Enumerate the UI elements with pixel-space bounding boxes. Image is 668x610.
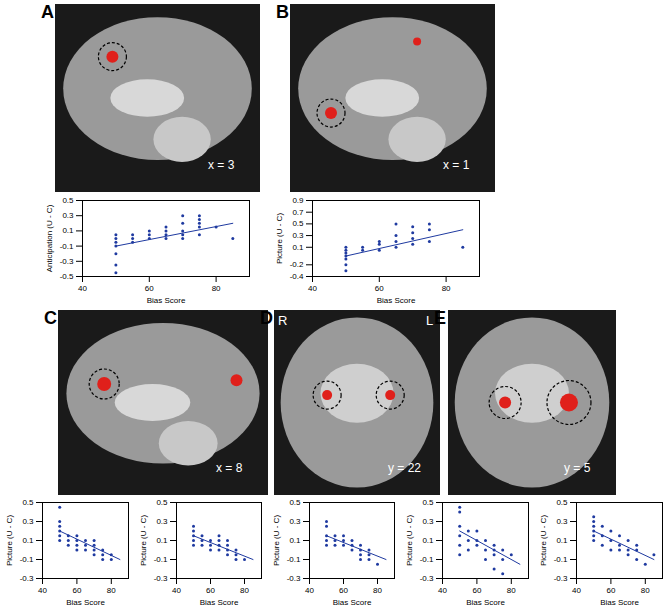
svg-text:-0.3: -0.3 bbox=[20, 574, 34, 583]
html-text:y = 5: y = 5 bbox=[564, 461, 591, 475]
svg-text:Bias Score: Bias Score bbox=[600, 598, 639, 607]
svg-text:80: 80 bbox=[442, 284, 451, 293]
svg-text:0.5: 0.5 bbox=[22, 498, 34, 507]
svg-text:0.3: 0.3 bbox=[292, 231, 304, 240]
svg-text:40: 40 bbox=[305, 586, 314, 595]
svg-text:60: 60 bbox=[206, 586, 215, 595]
svg-text:0.3: 0.3 bbox=[62, 211, 74, 220]
svg-text:0.1: 0.1 bbox=[556, 536, 568, 545]
svg-text:-0.1: -0.1 bbox=[554, 555, 568, 564]
svg-text:0.1: 0.1 bbox=[156, 536, 168, 545]
svg-text:Bias Score: Bias Score bbox=[200, 598, 239, 607]
svg-text:Picture (U - C): Picture (U - C) bbox=[5, 515, 14, 566]
html-text:x = 1: x = 1 bbox=[443, 158, 470, 172]
svg-text:-0.1: -0.1 bbox=[154, 555, 168, 564]
svg-text:Anticipation (U - C): Anticipation (U - C) bbox=[45, 204, 54, 272]
svg-text:0.5: 0.5 bbox=[556, 498, 568, 507]
svg-text:60: 60 bbox=[145, 284, 154, 293]
svg-text:Picture (U - C): Picture (U - C) bbox=[539, 515, 548, 566]
svg-text:80: 80 bbox=[107, 586, 116, 595]
html-text:A: A bbox=[41, 2, 54, 22]
svg-text:40: 40 bbox=[308, 284, 317, 293]
svg-text:-0.3: -0.3 bbox=[154, 574, 168, 583]
svg-text:-0.5: -0.5 bbox=[60, 272, 74, 281]
svg-text:40: 40 bbox=[78, 284, 87, 293]
svg-text:Picture (U - C): Picture (U - C) bbox=[405, 515, 414, 566]
svg-text:40: 40 bbox=[572, 586, 581, 595]
svg-text:0.5: 0.5 bbox=[292, 219, 304, 228]
svg-text:80: 80 bbox=[373, 586, 382, 595]
svg-text:Bias Score: Bias Score bbox=[333, 598, 372, 607]
svg-text:-0.3: -0.3 bbox=[554, 574, 568, 583]
svg-text:80: 80 bbox=[240, 586, 249, 595]
svg-text:Bias Score: Bias Score bbox=[147, 296, 186, 305]
svg-text:-0.1: -0.1 bbox=[20, 555, 34, 564]
svg-text:0.1: 0.1 bbox=[292, 243, 304, 252]
svg-text:Bias Score: Bias Score bbox=[66, 598, 105, 607]
svg-text:0.7: 0.7 bbox=[292, 208, 304, 217]
svg-text:80: 80 bbox=[507, 586, 516, 595]
svg-text:-0.2: -0.2 bbox=[290, 260, 304, 269]
svg-text:Picture (U - C): Picture (U - C) bbox=[275, 213, 284, 264]
svg-text:60: 60 bbox=[339, 586, 348, 595]
html-text:B: B bbox=[276, 2, 289, 22]
svg-text:0.5: 0.5 bbox=[62, 196, 74, 205]
html-text:C: C bbox=[44, 308, 57, 328]
svg-text:60: 60 bbox=[472, 586, 481, 595]
svg-text:-0.3: -0.3 bbox=[420, 574, 434, 583]
svg-text:Picture (U - C): Picture (U - C) bbox=[272, 515, 281, 566]
html-text:x = 3: x = 3 bbox=[208, 158, 235, 172]
svg-text:-0.4: -0.4 bbox=[290, 272, 304, 281]
svg-text:0.5: 0.5 bbox=[422, 498, 434, 507]
html-text:D: D bbox=[260, 308, 273, 328]
svg-text:-0.1: -0.1 bbox=[420, 555, 434, 564]
svg-text:0.3: 0.3 bbox=[422, 517, 434, 526]
html-text:LE: LE bbox=[426, 308, 446, 328]
svg-text:-0.3: -0.3 bbox=[60, 257, 74, 266]
svg-text:0.3: 0.3 bbox=[289, 517, 301, 526]
html-text:y = 22: y = 22 bbox=[388, 461, 421, 475]
html-text:R: R bbox=[278, 313, 288, 328]
svg-text:60: 60 bbox=[375, 284, 384, 293]
svg-text:Bias Score: Bias Score bbox=[377, 296, 416, 305]
svg-text:0.5: 0.5 bbox=[156, 498, 168, 507]
svg-text:Bias Score: Bias Score bbox=[466, 598, 505, 607]
svg-text:60: 60 bbox=[606, 586, 615, 595]
svg-text:-0.3: -0.3 bbox=[287, 574, 301, 583]
svg-text:40: 40 bbox=[38, 586, 47, 595]
svg-text:-0.1: -0.1 bbox=[60, 242, 74, 251]
svg-text:0.5: 0.5 bbox=[289, 498, 301, 507]
svg-text:80: 80 bbox=[641, 586, 650, 595]
svg-text:80: 80 bbox=[212, 284, 221, 293]
svg-text:0.3: 0.3 bbox=[156, 517, 168, 526]
svg-text:0.1: 0.1 bbox=[62, 226, 74, 235]
svg-text:0.1: 0.1 bbox=[422, 536, 434, 545]
svg-text:-0.1: -0.1 bbox=[287, 555, 301, 564]
svg-text:60: 60 bbox=[72, 586, 81, 595]
svg-text:40: 40 bbox=[438, 586, 447, 595]
svg-text:40: 40 bbox=[172, 586, 181, 595]
svg-text:0.9: 0.9 bbox=[292, 196, 304, 205]
svg-text:0.3: 0.3 bbox=[556, 517, 568, 526]
html-text:x = 8: x = 8 bbox=[216, 461, 243, 475]
svg-text:0.1: 0.1 bbox=[289, 536, 301, 545]
svg-text:0.3: 0.3 bbox=[22, 517, 34, 526]
svg-text:0.1: 0.1 bbox=[22, 536, 34, 545]
svg-text:Picture (U - C): Picture (U - C) bbox=[139, 515, 148, 566]
